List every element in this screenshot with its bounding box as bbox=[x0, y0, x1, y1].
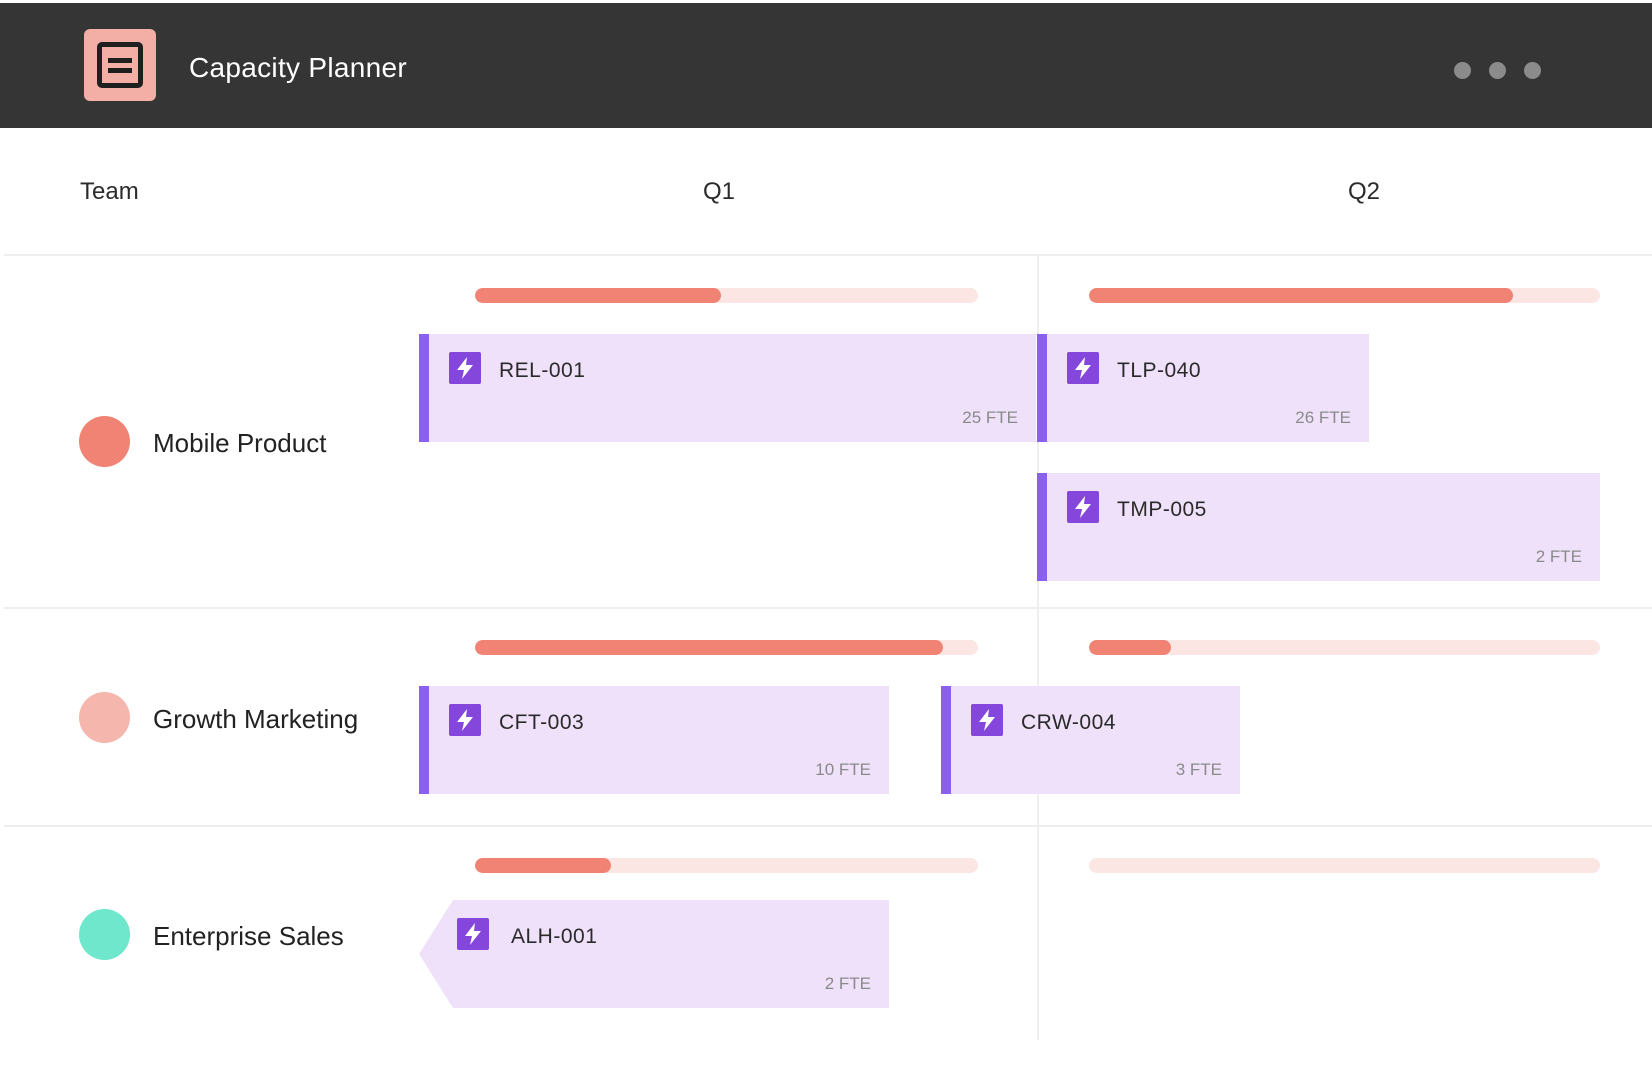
capacity-fill bbox=[475, 288, 722, 303]
work-item-fte: 2 FTE bbox=[824, 974, 871, 993]
team-color-dot bbox=[79, 909, 130, 960]
work-item-fte: 2 FTE bbox=[1535, 547, 1582, 566]
work-item-code: TLP-040 bbox=[1117, 359, 1202, 382]
work-item-card[interactable]: REL-001 25 FTE bbox=[419, 334, 1036, 442]
work-item-card-continued[interactable]: ALH-001 2 FTE bbox=[419, 900, 889, 1008]
lightning-bolt-icon bbox=[449, 704, 481, 736]
team-enterprise-sales[interactable]: Enterprise Sales bbox=[79, 909, 419, 961]
lightning-bolt-icon bbox=[1067, 352, 1099, 384]
work-item-code: TMP-005 bbox=[1117, 498, 1207, 521]
header-divider bbox=[4, 254, 1652, 256]
work-item-card[interactable]: TMP-005 2 FTE bbox=[1037, 473, 1600, 581]
work-item-fte: 10 FTE bbox=[815, 760, 871, 779]
team-name: Mobile Product bbox=[153, 428, 327, 458]
team-mobile-product[interactable]: Mobile Product bbox=[79, 416, 419, 468]
more-dots-icon[interactable] bbox=[1448, 58, 1548, 80]
capacity-fill bbox=[1089, 288, 1514, 303]
work-item-code: CRW-004 bbox=[1021, 711, 1116, 734]
work-item-code: CFT-003 bbox=[499, 711, 585, 734]
app-title: Capacity Planner bbox=[189, 52, 408, 83]
column-header-q1: Q1 bbox=[703, 178, 736, 205]
row-divider bbox=[4, 825, 1652, 827]
capacity-bar-q2 bbox=[1089, 640, 1600, 655]
work-item-code: REL-001 bbox=[499, 359, 586, 382]
capacity-fill bbox=[475, 858, 611, 873]
capacity-fill bbox=[475, 640, 943, 655]
quarter-divider bbox=[1037, 256, 1039, 1040]
lightning-bolt-icon bbox=[1067, 491, 1099, 523]
work-item-fte: 26 FTE bbox=[1295, 408, 1351, 427]
capacity-bar-q1 bbox=[475, 288, 978, 303]
column-header-q2: Q2 bbox=[1348, 178, 1381, 205]
lightning-bolt-icon bbox=[449, 352, 481, 384]
work-item-card[interactable]: CFT-003 10 FTE bbox=[419, 686, 889, 794]
lightning-bolt-icon bbox=[971, 704, 1003, 736]
row-divider bbox=[4, 607, 1652, 609]
team-growth-marketing[interactable]: Growth Marketing bbox=[79, 692, 419, 744]
team-color-dot bbox=[79, 692, 130, 743]
team-color-dot bbox=[79, 416, 130, 467]
capacity-bar-q2 bbox=[1089, 858, 1600, 873]
capacity-fill bbox=[1089, 640, 1171, 655]
capacity-bar-q2 bbox=[1089, 288, 1600, 303]
title-bar: Capacity Planner bbox=[0, 3, 1652, 128]
team-name: Enterprise Sales bbox=[153, 921, 344, 951]
work-item-card[interactable]: TLP-040 26 FTE bbox=[1037, 334, 1369, 442]
work-item-code: ALH-001 bbox=[511, 925, 598, 948]
capacity-bar-q1 bbox=[475, 640, 978, 655]
work-item-card[interactable]: CRW-004 3 FTE bbox=[941, 686, 1240, 794]
team-name: Growth Marketing bbox=[153, 704, 359, 734]
document-icon bbox=[84, 29, 156, 101]
column-header-team: Team bbox=[80, 178, 139, 205]
work-item-fte: 3 FTE bbox=[1175, 760, 1222, 779]
lightning-bolt-icon bbox=[457, 918, 489, 950]
capacity-bar-q1 bbox=[475, 858, 978, 873]
work-item-fte: 25 FTE bbox=[962, 408, 1018, 427]
